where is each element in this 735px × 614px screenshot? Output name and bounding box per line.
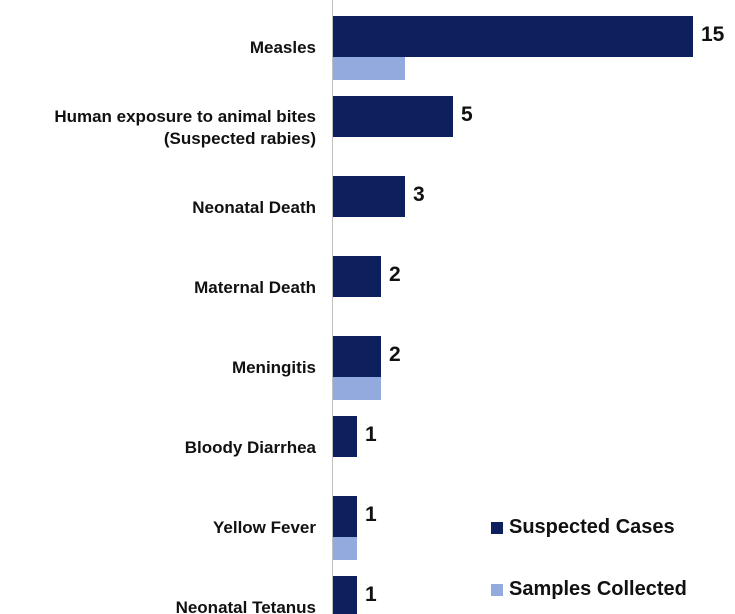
- bar: [333, 416, 357, 457]
- bar: [333, 377, 381, 400]
- value-label: 5: [461, 103, 473, 126]
- category-label: Bloody Diarrhea: [184, 438, 316, 457]
- bar: [333, 16, 693, 57]
- value-label: 1: [365, 423, 377, 446]
- axis-line: [332, 0, 333, 614]
- bar: [333, 96, 453, 137]
- bar: [333, 256, 381, 297]
- value-label: 1: [365, 583, 377, 606]
- bar: [333, 57, 405, 80]
- legend-item: Suspected Cases: [491, 516, 675, 539]
- value-label: 1: [365, 503, 377, 526]
- value-label: 3: [413, 183, 425, 206]
- bar: [333, 336, 381, 377]
- bar: [333, 537, 357, 560]
- legend-swatch: [491, 583, 503, 596]
- category-label: Meningitis: [231, 358, 316, 377]
- category-label: Yellow Fever: [213, 518, 316, 537]
- value-label: 2: [389, 343, 401, 366]
- bar: [333, 576, 357, 614]
- value-label: 15: [701, 23, 725, 46]
- category-label: Neonatal Tetanus: [175, 598, 316, 614]
- bar: [333, 496, 357, 537]
- category-label: Measles: [249, 38, 316, 57]
- bar: [333, 176, 405, 217]
- category-label: Human exposure to animal bites (Suspecte…: [54, 107, 316, 148]
- category-label: Neonatal Death: [192, 198, 316, 217]
- legend-label: Samples Collected: [509, 578, 687, 600]
- legend-swatch: [491, 521, 503, 534]
- legend-item: Samples Collected: [491, 578, 687, 601]
- legend-label: Suspected Cases: [509, 516, 675, 538]
- category-label: Maternal Death: [194, 278, 316, 297]
- value-label: 2: [389, 263, 401, 286]
